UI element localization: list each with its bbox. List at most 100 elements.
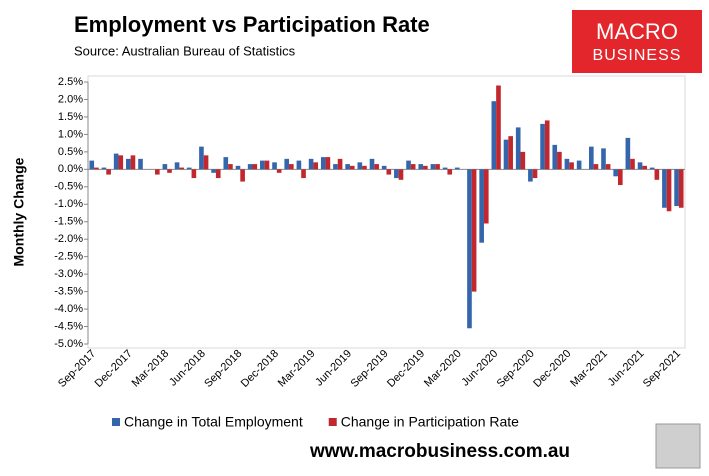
y-tick-label: -2.0% bbox=[54, 233, 83, 245]
x-tick-label: Mar-2018 bbox=[130, 348, 172, 390]
bar bbox=[362, 165, 367, 170]
logo-image bbox=[655, 423, 701, 469]
bar bbox=[301, 169, 306, 179]
bar bbox=[138, 158, 143, 170]
bar bbox=[617, 169, 623, 186]
bar bbox=[369, 158, 375, 170]
bar bbox=[503, 139, 509, 170]
bar bbox=[357, 162, 363, 170]
x-tick-label: Dec-2017 bbox=[93, 348, 135, 390]
x-tick-label: Dec-2018 bbox=[239, 348, 281, 390]
bar bbox=[423, 165, 428, 170]
bar bbox=[386, 169, 392, 175]
x-tick-label: Sep-2019 bbox=[348, 348, 390, 390]
bar bbox=[666, 169, 672, 212]
bar bbox=[118, 155, 124, 170]
bar bbox=[126, 158, 131, 170]
bar bbox=[496, 85, 501, 170]
legend-swatch bbox=[328, 418, 337, 426]
chart-title: Employment vs Participation Rate bbox=[74, 12, 430, 37]
bar bbox=[637, 162, 643, 170]
bar bbox=[442, 167, 448, 170]
bar bbox=[191, 169, 197, 179]
y-tick-label: 1.0% bbox=[58, 128, 83, 140]
bar bbox=[252, 164, 258, 170]
bar bbox=[289, 164, 294, 170]
footer: www.macrobusiness.com.au bbox=[309, 441, 570, 462]
bar bbox=[296, 160, 302, 170]
bar bbox=[215, 169, 221, 179]
x-tick-label: Jun-2020 bbox=[459, 348, 500, 389]
bar bbox=[240, 169, 245, 182]
bar bbox=[264, 160, 270, 170]
bar bbox=[211, 169, 216, 173]
x-tick-label: Sep-2021 bbox=[641, 348, 683, 390]
bar bbox=[564, 158, 570, 170]
bar bbox=[235, 165, 241, 170]
bar bbox=[613, 169, 618, 177]
bar bbox=[540, 123, 545, 170]
bar bbox=[593, 164, 599, 170]
x-tick-label: Jun-2019 bbox=[313, 348, 354, 389]
bar bbox=[435, 164, 440, 170]
plot-frame bbox=[87, 75, 686, 349]
bar bbox=[467, 169, 472, 329]
logo-text: BUSINESS bbox=[593, 47, 682, 64]
bar bbox=[113, 153, 119, 170]
bar bbox=[654, 169, 660, 180]
x-tick-label: Dec-2019 bbox=[385, 348, 427, 390]
bar bbox=[557, 151, 562, 170]
bar bbox=[520, 151, 526, 170]
bar bbox=[345, 164, 350, 170]
y-tick-label: 0.0% bbox=[58, 163, 83, 175]
bar bbox=[418, 164, 424, 170]
bar bbox=[552, 144, 558, 170]
x-tick-label: Mar-2019 bbox=[276, 348, 318, 390]
bar bbox=[89, 160, 95, 170]
bar bbox=[491, 101, 497, 170]
x-tick-label: Mar-2020 bbox=[422, 348, 464, 390]
bar bbox=[260, 160, 265, 170]
y-tick-label: -1.5% bbox=[54, 216, 83, 228]
bar bbox=[381, 165, 387, 170]
bar bbox=[649, 167, 655, 170]
bar bbox=[588, 146, 594, 170]
x-tick-label: Mar-2021 bbox=[568, 348, 610, 390]
bar bbox=[203, 155, 209, 170]
x-tick-label: Jun-2018 bbox=[167, 348, 208, 389]
y-tick-label: 2.5% bbox=[58, 76, 83, 88]
y-tick-label: -5.0% bbox=[54, 338, 83, 350]
bar bbox=[284, 158, 290, 170]
x-tick-label: Jun-2021 bbox=[606, 348, 647, 389]
bar bbox=[544, 120, 550, 170]
bar bbox=[625, 137, 631, 170]
bar bbox=[308, 158, 314, 170]
bar bbox=[333, 164, 338, 170]
y-tick-label: -0.5% bbox=[54, 181, 83, 193]
y-tick-label: -3.5% bbox=[54, 286, 83, 298]
bar bbox=[325, 157, 331, 170]
bar bbox=[662, 169, 667, 208]
bar bbox=[479, 169, 484, 243]
x-tick-label: Dec-2020 bbox=[531, 348, 573, 390]
bar bbox=[605, 164, 611, 170]
bar bbox=[569, 162, 574, 170]
bar bbox=[532, 169, 538, 179]
bar bbox=[678, 169, 684, 208]
y-axis-title: Monthly Change bbox=[11, 157, 27, 266]
bar bbox=[406, 160, 411, 170]
chart-subtitle: Source: Australian Bureau of Statistics bbox=[74, 43, 296, 58]
y-tick-label: -2.5% bbox=[54, 251, 83, 263]
bar bbox=[528, 169, 533, 182]
bar bbox=[320, 157, 326, 170]
bar bbox=[410, 164, 416, 170]
bar bbox=[471, 169, 477, 292]
bar bbox=[106, 169, 111, 175]
bar bbox=[276, 169, 282, 173]
bar bbox=[394, 169, 399, 179]
x-tick-label: Sep-2018 bbox=[202, 348, 244, 390]
bar bbox=[272, 162, 277, 170]
bar bbox=[398, 169, 404, 180]
bar bbox=[674, 169, 679, 207]
